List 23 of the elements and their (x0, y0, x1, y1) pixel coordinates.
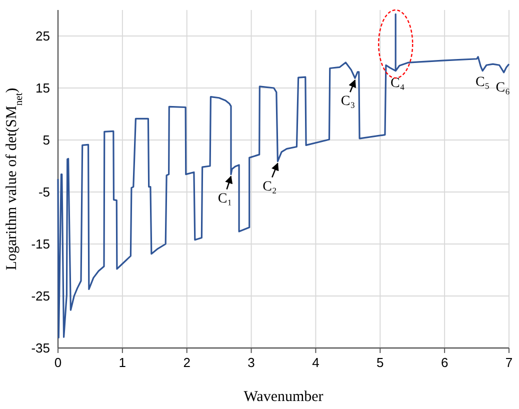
x-tick-label: 2 (183, 355, 190, 370)
y-tick-label: 15 (36, 80, 50, 96)
annotation: C₄ (390, 76, 405, 91)
y-tick-label: -25 (31, 288, 50, 304)
annotation: C₂ (262, 179, 277, 194)
x-tick-label: 4 (312, 355, 320, 370)
x-tick-label: 3 (248, 355, 255, 370)
y-tick-label: -35 (31, 340, 50, 356)
annotation: C₆ (496, 80, 510, 96)
y-tick-label: 5 (42, 132, 50, 148)
x-tick-label: 6 (440, 355, 448, 370)
x-tick-label: 1 (118, 355, 126, 370)
x-tick-label: 7 (505, 355, 513, 370)
x-tick-label: 0 (54, 355, 62, 370)
annotation: C₁ (218, 191, 232, 206)
y-tick-label: -15 (31, 236, 50, 252)
x-axis-title: Wavenumber (244, 389, 324, 405)
annotation: C₅ (475, 74, 490, 90)
x-tick-label: 5 (376, 355, 384, 370)
y-tick-label: 25 (36, 28, 50, 44)
line-series (57, 13, 510, 338)
annotation: C₃ (340, 94, 356, 110)
y-tick-label: -5 (38, 184, 50, 200)
